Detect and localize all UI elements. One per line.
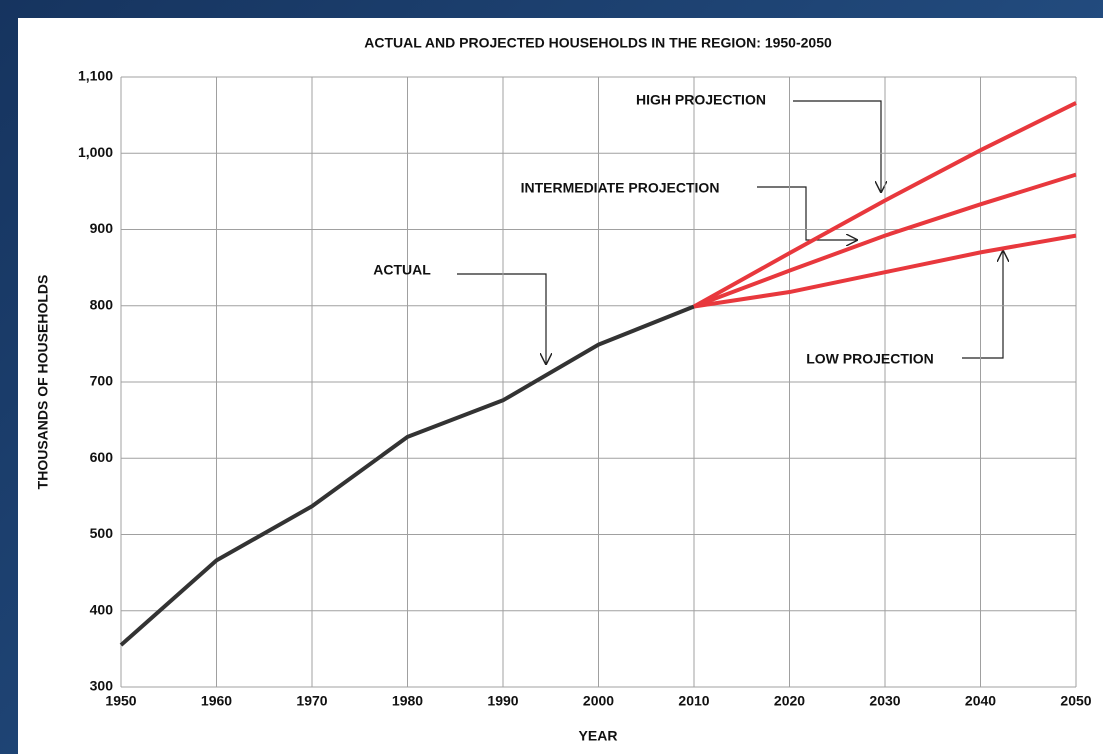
annotation: HIGH PROJECTION [636, 92, 766, 108]
x-tick-label: 2000 [583, 693, 614, 709]
annotation: LOW PROJECTION [806, 351, 934, 367]
annotation-arrow [457, 273, 546, 365]
y-tick-label: 400 [90, 601, 114, 617]
y-tick-label: 500 [90, 525, 114, 541]
x-tick-label: 1990 [487, 693, 518, 709]
x-tick-label: 2010 [678, 693, 709, 709]
panel [18, 18, 1103, 754]
y-tick-label: 600 [90, 449, 114, 465]
annotation-arrow [757, 186, 858, 240]
annotation: ACTUAL [373, 262, 431, 278]
series-line [119, 304, 695, 647]
x-tick-label: 2030 [869, 693, 900, 709]
x-tick-label: 2020 [774, 693, 805, 709]
series-line [693, 233, 1077, 309]
x-axis-label: YEAR [579, 728, 618, 744]
annotation-arrow [793, 100, 881, 193]
y-tick-label: 300 [90, 678, 114, 694]
y-axis-label: THOUSANDS OF HOUSEHOLDS [35, 275, 51, 490]
annotation: INTERMEDIATE PROJECTION [521, 180, 720, 196]
annotation-arrow [962, 250, 1003, 359]
y-tick-label: 900 [90, 220, 114, 236]
y-tick-label: 1,000 [78, 144, 113, 160]
y-tick-label: 800 [90, 296, 114, 312]
chart-title: ACTUAL AND PROJECTED HOUSEHOLDS IN THE R… [364, 35, 832, 51]
x-tick-label: 1960 [201, 693, 232, 709]
x-tick-label: 2050 [1060, 693, 1091, 709]
x-tick-label: 1980 [392, 693, 423, 709]
x-tick-label: 1970 [296, 693, 327, 709]
series-line [693, 172, 1077, 309]
y-tick-label: 700 [90, 373, 114, 389]
x-tick-label: 2040 [965, 693, 996, 709]
x-tick-label: 1950 [105, 693, 136, 709]
y-tick-label: 1,100 [78, 68, 113, 84]
series-line [693, 101, 1077, 309]
